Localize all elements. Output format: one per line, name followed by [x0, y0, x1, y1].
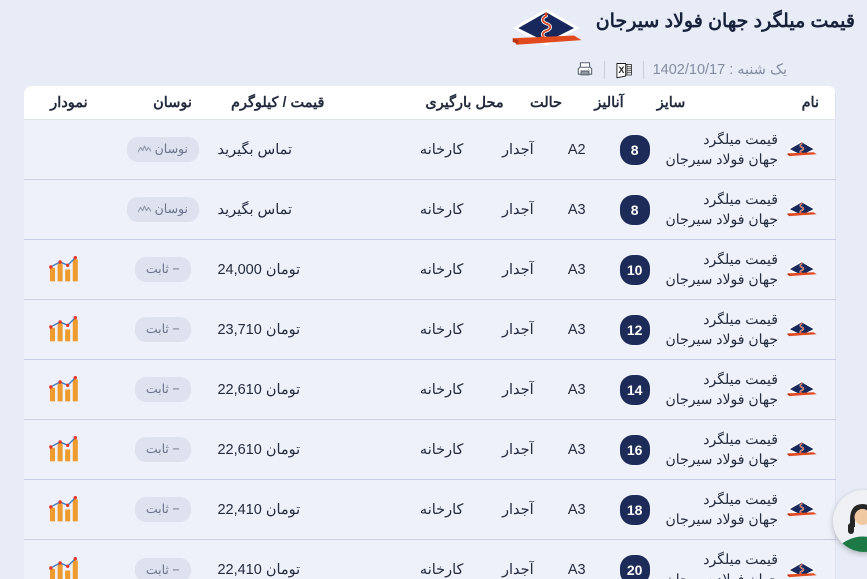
svg-text:X: X	[618, 65, 624, 75]
